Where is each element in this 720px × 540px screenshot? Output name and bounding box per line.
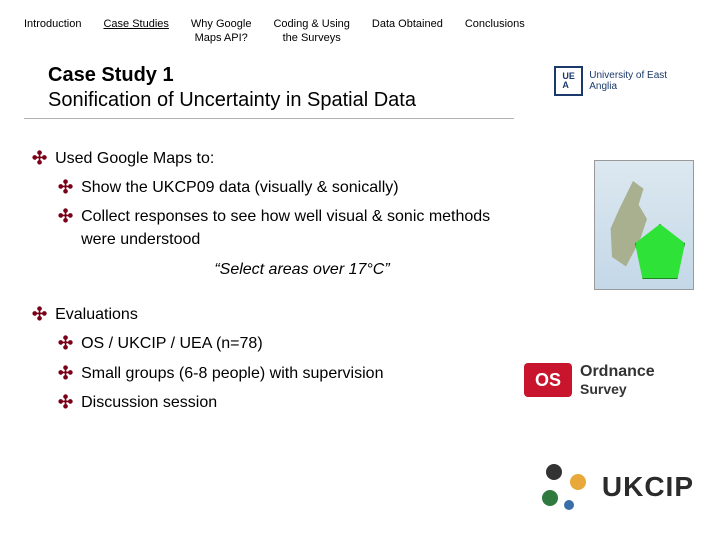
ukcip-swirl-icon [538,460,592,514]
sub-bullet: ✣ Show the UKCP09 data (visually & sonic… [58,176,496,199]
os-text-line2: Survey [580,381,655,397]
cross-bullet-icon: ✣ [32,303,47,326]
nav-item-coding[interactable]: Coding & Using the Surveys [273,18,349,46]
uea-logo: UE A University of East Anglia [554,66,694,96]
uea-logo-text: University of East Anglia [589,70,694,92]
sub-bullet: ✣ Collect responses to see how well visu… [58,205,496,251]
bullet-text: Show the UKCP09 data (visually & sonical… [81,176,398,199]
bullet-text: Small groups (6-8 people) with supervisi… [81,362,383,385]
title-subtitle: Sonification of Uncertainty in Spatial D… [48,89,490,112]
sub-bullet: ✣ OS / UKCIP / UEA (n=78) [58,332,496,355]
cross-bullet-icon: ✣ [32,147,47,170]
os-text-line1: Ordnance [580,363,655,381]
bullet-text: Collect responses to see how well visual… [81,205,496,251]
ukcip-logo: UKCIP [538,460,694,514]
bullet-heading-1: ✣ Used Google Maps to: [32,147,496,170]
os-badge-icon: OS [524,363,572,397]
bullet-text: Used Google Maps to: [55,147,214,170]
sub-bullet: ✣ Discussion session [58,391,496,414]
nav-item-why-api[interactable]: Why Google Maps API? [191,18,252,46]
cross-bullet-icon: ✣ [58,332,73,355]
nav-item-conclusions[interactable]: Conclusions [465,18,525,46]
nav-item-data[interactable]: Data Obtained [372,18,443,46]
slide-title: Case Study 1 Sonification of Uncertainty… [24,56,514,119]
ordnance-survey-logo: OS Ordnance Survey [524,360,694,400]
cross-bullet-icon: ✣ [58,205,73,251]
bullet-heading-2: ✣ Evaluations [32,303,496,326]
nav-item-intro[interactable]: Introduction [24,18,81,46]
example-quote: “Select areas over 17°C” [152,258,452,281]
cross-bullet-icon: ✣ [58,176,73,199]
cross-bullet-icon: ✣ [58,391,73,414]
cross-bullet-icon: ✣ [58,362,73,385]
ukcip-text: UKCIP [602,471,694,503]
bullet-text: Evaluations [55,303,138,326]
uea-logo-icon: UE A [554,66,583,96]
bullet-text: Discussion session [81,391,217,414]
nav-item-case-studies[interactable]: Case Studies [103,18,168,46]
sub-bullet: ✣ Small groups (6-8 people) with supervi… [58,362,496,385]
breadcrumb-nav: Introduction Case Studies Why Google Map… [0,0,720,56]
bullet-text: OS / UKCIP / UEA (n=78) [81,332,263,355]
slide-body: ✣ Used Google Maps to: ✣ Show the UKCP09… [0,119,520,415]
map-thumbnail [594,160,694,290]
title-number: Case Study 1 [48,64,490,87]
